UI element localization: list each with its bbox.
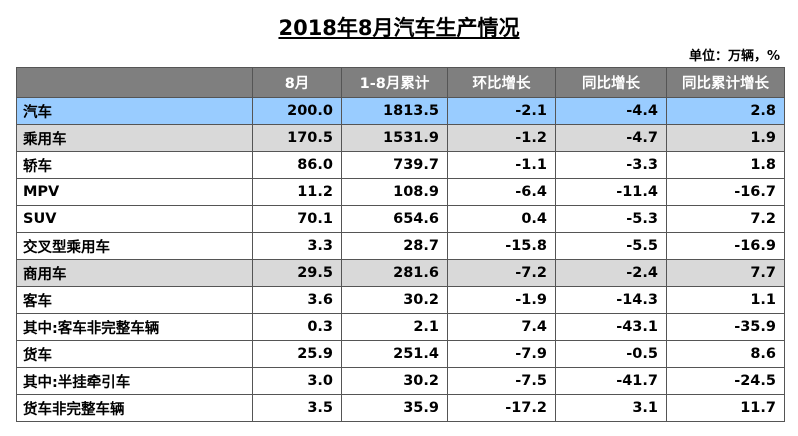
cell-cumulative: 1531.9 [341,124,448,152]
table-row: MPV 11.2 108.9 -6.4 -11.4 -16.7 [16,178,785,206]
cell-month: 25.9 [252,340,342,368]
cell-mom: -6.4 [447,178,556,206]
cell-yoy-cumulative: -16.9 [666,232,785,260]
cell-cumulative: 654.6 [341,205,448,233]
cell-cumulative: 2.1 [341,313,448,341]
cell-yoy-cumulative: 8.6 [666,340,785,368]
cell-mom: -7.9 [447,340,556,368]
cell-yoy-cumulative: 7.2 [666,205,785,233]
row-label: 交叉型乘用车 [16,232,253,260]
row-label: MPV [16,178,253,206]
cell-cumulative: 1813.5 [341,97,448,125]
cell-month: 3.0 [252,367,342,395]
row-label: 商用车 [16,259,253,287]
cell-yoy-cumulative: -16.7 [666,178,785,206]
cell-yoy-cumulative: 2.8 [666,97,785,125]
row-label: 客车 [16,286,253,314]
cell-cumulative: 30.2 [341,286,448,314]
header-mom-growth: 环比增长 [447,67,556,98]
cell-month: 3.5 [252,394,342,422]
cell-yoy-cumulative: -24.5 [666,367,785,395]
cell-yoy-cumulative: 1.9 [666,124,785,152]
cell-yoy: -3.3 [555,151,667,179]
table-row: 轿车 86.0 739.7 -1.1 -3.3 1.8 [16,151,785,179]
cell-mom: 7.4 [447,313,556,341]
table-row: 货车非完整车辆 3.5 35.9 -17.2 3.1 11.7 [16,394,785,422]
cell-month: 200.0 [252,97,342,125]
header-yoy-growth: 同比增长 [555,67,667,98]
cell-month: 0.3 [252,313,342,341]
cell-month: 11.2 [252,178,342,206]
row-label: 其中:客车非完整车辆 [16,313,253,341]
cell-yoy-cumulative: -35.9 [666,313,785,341]
cell-yoy: -2.4 [555,259,667,287]
table-row: 交叉型乘用车 3.3 28.7 -15.8 -5.5 -16.9 [16,232,785,260]
cell-mom: -15.8 [447,232,556,260]
cell-yoy: 3.1 [555,394,667,422]
table-row: 乘用车 170.5 1531.9 -1.2 -4.7 1.9 [16,124,785,152]
cell-yoy: -11.4 [555,178,667,206]
header-category [16,67,253,98]
cell-cumulative: 30.2 [341,367,448,395]
production-table: 8月 1-8月累计 环比增长 同比增长 同比累计增长 汽车 200.0 1813… [16,67,785,422]
cell-yoy-cumulative: 1.8 [666,151,785,179]
row-label: 其中:半挂牵引车 [16,367,253,395]
cell-yoy: -14.3 [555,286,667,314]
cell-mom: -2.1 [447,97,556,125]
cell-yoy-cumulative: 7.7 [666,259,785,287]
cell-yoy: -43.1 [555,313,667,341]
cell-yoy-cumulative: 1.1 [666,286,785,314]
cell-yoy: -4.4 [555,97,667,125]
table-row: 汽车 200.0 1813.5 -2.1 -4.4 2.8 [16,97,785,125]
cell-mom: -7.5 [447,367,556,395]
cell-month: 3.6 [252,286,342,314]
cell-mom: -7.2 [447,259,556,287]
page-title: 2018年8月汽车生产情况 [278,16,520,40]
table-header-row: 8月 1-8月累计 环比增长 同比增长 同比累计增长 [16,67,785,98]
cell-yoy: -5.3 [555,205,667,233]
cell-cumulative: 108.9 [341,178,448,206]
cell-yoy: -4.7 [555,124,667,152]
cell-cumulative: 28.7 [341,232,448,260]
cell-mom: -1.1 [447,151,556,179]
table-row: 货车 25.9 251.4 -7.9 -0.5 8.6 [16,340,785,368]
row-label: SUV [16,205,253,233]
table-row: 其中:客车非完整车辆 0.3 2.1 7.4 -43.1 -35.9 [16,313,785,341]
cell-mom: 0.4 [447,205,556,233]
cell-mom: -17.2 [447,394,556,422]
table-row: 商用车 29.5 281.6 -7.2 -2.4 7.7 [16,259,785,287]
cell-month: 3.3 [252,232,342,260]
cell-month: 70.1 [252,205,342,233]
cell-yoy: -5.5 [555,232,667,260]
row-label: 乘用车 [16,124,253,152]
cell-yoy: -41.7 [555,367,667,395]
row-label: 货车非完整车辆 [16,394,253,422]
row-label: 轿车 [16,151,253,179]
table-row: 客车 3.6 30.2 -1.9 -14.3 1.1 [16,286,785,314]
cell-month: 86.0 [252,151,342,179]
cell-yoy: -0.5 [555,340,667,368]
header-yoy-cumulative-growth: 同比累计增长 [666,67,785,98]
cell-cumulative: 281.6 [341,259,448,287]
cell-cumulative: 35.9 [341,394,448,422]
header-month: 8月 [252,67,342,98]
cell-yoy-cumulative: 11.7 [666,394,785,422]
row-label: 汽车 [16,97,253,125]
table-row: 其中:半挂牵引车 3.0 30.2 -7.5 -41.7 -24.5 [16,367,785,395]
cell-month: 170.5 [252,124,342,152]
row-label: 货车 [16,340,253,368]
cell-month: 29.5 [252,259,342,287]
table-row: SUV 70.1 654.6 0.4 -5.3 7.2 [16,205,785,233]
cell-mom: -1.2 [447,124,556,152]
cell-cumulative: 251.4 [341,340,448,368]
unit-note: 单位：万辆，% [688,49,780,64]
cell-cumulative: 739.7 [341,151,448,179]
header-cumulative: 1-8月累计 [341,67,448,98]
cell-mom: -1.9 [447,286,556,314]
